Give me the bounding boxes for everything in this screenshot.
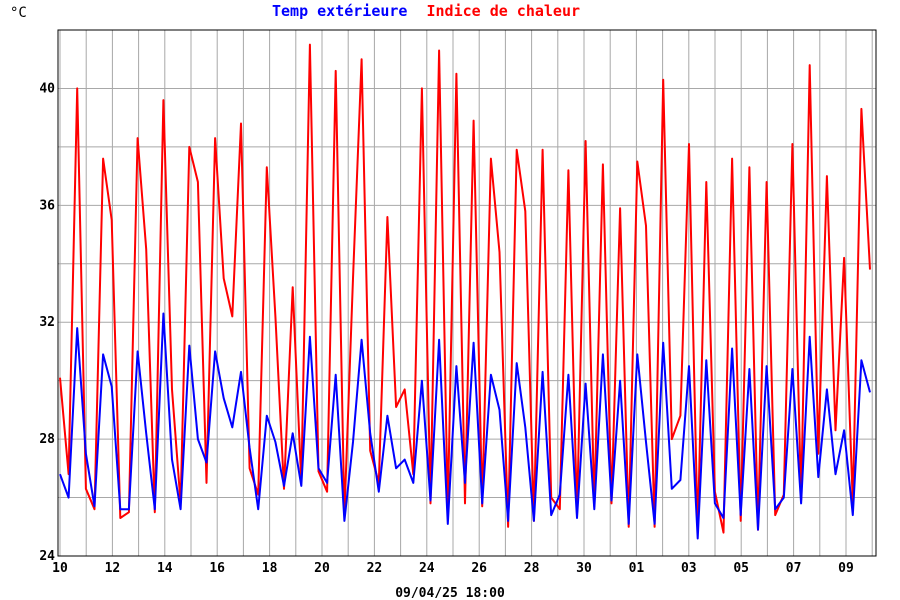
plot-lines [59,43,871,540]
x-tick-label: 22 [367,561,383,576]
y-tick-label: 28 [39,432,55,447]
x-tick-label: 26 [471,561,487,576]
legend-temp-exterieure: Temp extérieure [272,2,407,20]
x-tick-label: 05 [733,561,749,576]
legend: Temp extérieure Indice de chaleur [272,2,580,20]
x-tick-label: 01 [629,561,645,576]
x-tick-label: 10 [52,561,68,576]
y-axis-ticks: 24 28 32 36 40 [39,81,55,564]
x-axis-ticks: 10 12 14 16 18 20 22 24 26 28 30 01 03 05 07 09 [52,561,854,576]
series-line-indice-de-chaleur [59,43,871,534]
x-tick-label: 09 [838,561,854,576]
legend-indice-de-chaleur: Indice de chaleur [427,2,581,20]
x-tick-label: 20 [314,561,330,576]
y-unit-label: °C [10,5,27,21]
y-tick-label: 40 [39,81,55,96]
x-tick-label: 18 [262,561,278,576]
x-tick-label: 14 [157,561,173,576]
x-tick-label: 03 [681,561,697,576]
series-line-temp-exterieure [59,312,871,540]
x-tick-label: 12 [105,561,121,576]
y-tick-label: 24 [39,549,55,564]
y-tick-label: 32 [39,315,55,330]
plot-frame [57,29,877,557]
x-tick-label: 07 [786,561,802,576]
y-tick-label: 36 [39,198,55,213]
x-tick-label: 16 [209,561,225,576]
chart-footer-timestamp: 09/04/25 18:00 [395,586,505,600]
x-tick-label: 30 [576,561,592,576]
x-tick-label: 24 [419,561,435,576]
x-tick-label: 28 [524,561,540,576]
